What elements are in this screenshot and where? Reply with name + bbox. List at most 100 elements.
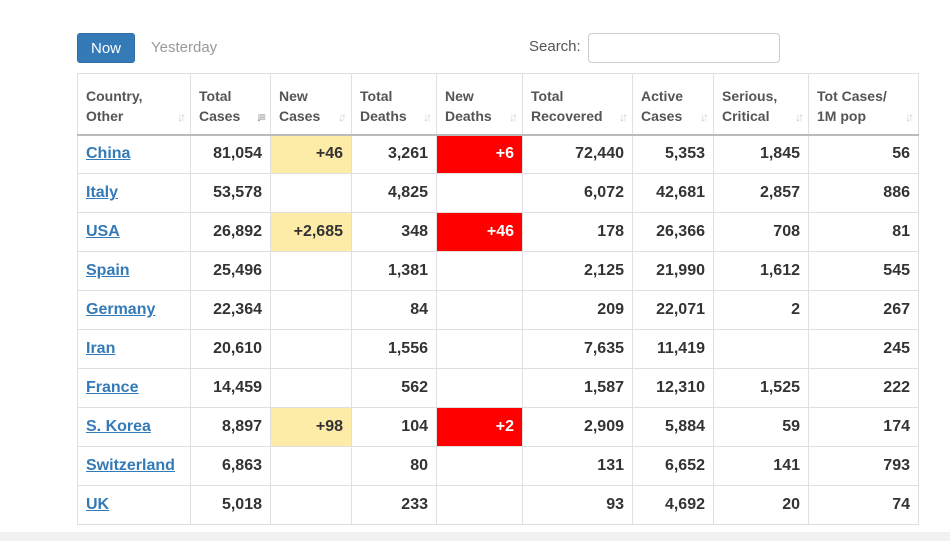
- country-link[interactable]: Italy: [86, 184, 119, 201]
- table-row: France 14,459 562 1,587 12,310 1,525 222: [77, 368, 919, 408]
- cell-total-deaths: 562: [351, 368, 437, 408]
- column-header-total-deaths[interactable]: Total Deaths ↓↑: [351, 73, 437, 136]
- cell-new-deaths: +6: [436, 134, 523, 174]
- cell-total-recovered: 2,125: [522, 251, 633, 291]
- cell-new-cases: [270, 446, 352, 486]
- cell-country: Spain: [77, 251, 191, 291]
- cell-total-deaths: 104: [351, 407, 437, 447]
- column-header-country[interactable]: Country, Other ↓↑: [77, 73, 191, 136]
- column-header-label: Cases: [279, 108, 321, 124]
- country-link[interactable]: S. Korea: [86, 418, 151, 435]
- sort-icon[interactable]: ↓↑: [423, 109, 432, 124]
- cell-total-deaths: 233: [351, 485, 437, 525]
- cell-new-deaths: [436, 251, 523, 291]
- column-header-label: Cases: [641, 108, 683, 124]
- cell-new-cases: [270, 290, 352, 330]
- cell-new-cases: +98: [270, 407, 352, 447]
- cell-new-deaths: [436, 485, 523, 525]
- cell-serious: 2: [713, 290, 809, 330]
- cell-new-cases: [270, 368, 352, 408]
- table-row: China 81,054 +46 3,261 +6 72,440 5,353 1,845 56: [77, 134, 919, 174]
- cell-total-recovered: 209: [522, 290, 633, 330]
- cell-serious: 1,525: [713, 368, 809, 408]
- cell-total-deaths: 1,556: [351, 329, 437, 369]
- cell-new-deaths: [436, 173, 523, 213]
- column-header-active-cases[interactable]: Active Cases ↓↑: [632, 73, 714, 136]
- cell-per-million: 886: [808, 173, 919, 213]
- cell-new-cases: [270, 251, 352, 291]
- country-link[interactable]: USA: [86, 223, 120, 240]
- cell-serious: 708: [713, 212, 809, 252]
- country-link[interactable]: UK: [86, 496, 110, 513]
- cell-country: China: [77, 134, 191, 174]
- horizontal-scrollbar[interactable]: [0, 532, 950, 541]
- cell-active-cases: 12,310: [632, 368, 714, 408]
- cell-total-cases: 5,018: [190, 485, 271, 525]
- cell-per-million: 74: [808, 485, 919, 525]
- table-row: Italy 53,578 4,825 6,072 42,681 2,857 886: [77, 173, 919, 213]
- cases-table: Country, Other ↓↑ Total Cases ↓≡ New Cases ↓↑ Tot…: [77, 73, 919, 525]
- table-row: UK 5,018 233 93 4,692 20 74: [77, 485, 919, 525]
- table-row: Spain 25,496 1,381 2,125 21,990 1,612 545: [77, 251, 919, 291]
- column-header-total-recovered[interactable]: Total Recovered ↓↑: [522, 73, 633, 136]
- cell-country: France: [77, 368, 191, 408]
- sort-icon[interactable]: ↓↑: [619, 109, 628, 124]
- column-header-cases-per-million[interactable]: Tot Cases/1M pop ↓↑: [808, 73, 919, 136]
- cell-active-cases: 42,681: [632, 173, 714, 213]
- cell-total-deaths: 348: [351, 212, 437, 252]
- cell-total-recovered: 93: [522, 485, 633, 525]
- cell-total-cases: 22,364: [190, 290, 271, 330]
- table-row: Switzerland 6,863 80 131 6,652 141 793: [77, 446, 919, 486]
- cell-total-cases: 6,863: [190, 446, 271, 486]
- column-header-total-cases[interactable]: Total Cases ↓≡: [190, 73, 271, 136]
- cell-active-cases: 21,990: [632, 251, 714, 291]
- cell-serious: 141: [713, 446, 809, 486]
- cell-new-cases: [270, 485, 352, 525]
- country-link[interactable]: China: [86, 145, 131, 163]
- cell-per-million: 793: [808, 446, 919, 486]
- sort-icon[interactable]: ↓↑: [177, 109, 186, 124]
- cell-active-cases: 11,419: [632, 329, 714, 369]
- cell-new-deaths: +46: [436, 212, 523, 252]
- cell-total-recovered: 72,440: [522, 134, 633, 174]
- sort-icon[interactable]: ↓↑: [338, 109, 347, 124]
- cell-country: Switzerland: [77, 446, 191, 486]
- cell-per-million: 267: [808, 290, 919, 330]
- country-link[interactable]: Germany: [86, 301, 156, 318]
- sort-icon[interactable]: ↓↑: [700, 109, 709, 124]
- cell-total-cases: 81,054: [190, 134, 271, 174]
- cell-new-cases: [270, 173, 352, 213]
- country-link[interactable]: France: [86, 379, 139, 396]
- country-link[interactable]: Spain: [86, 262, 130, 279]
- cell-total-recovered: 178: [522, 212, 633, 252]
- cell-per-million: 245: [808, 329, 919, 369]
- table-body: China 81,054 +46 3,261 +6 72,440 5,353 1,845 56 I…: [77, 134, 919, 525]
- cell-serious: 2,857: [713, 173, 809, 213]
- cell-active-cases: 4,692: [632, 485, 714, 525]
- column-header-new-deaths[interactable]: New Deaths ↓↑: [436, 73, 523, 136]
- column-header-serious-critical[interactable]: Serious, Critical ↓↑: [713, 73, 809, 136]
- sort-icon[interactable]: ↓↑: [795, 109, 804, 124]
- sort-active-icon[interactable]: ↓≡: [255, 109, 266, 124]
- column-header-label: Total: [199, 88, 232, 104]
- yesterday-button[interactable]: Yesterday: [151, 39, 218, 56]
- sort-icon[interactable]: ↓↑: [905, 109, 914, 124]
- cell-active-cases: 22,071: [632, 290, 714, 330]
- column-header-label: Recovered: [531, 108, 603, 124]
- cell-new-cases: [270, 329, 352, 369]
- cell-serious: 20: [713, 485, 809, 525]
- column-header-label: Total: [360, 88, 393, 104]
- cell-total-recovered: 7,635: [522, 329, 633, 369]
- search-input[interactable]: [588, 33, 780, 63]
- cell-new-deaths: [436, 446, 523, 486]
- cell-new-deaths: [436, 290, 523, 330]
- table-row: Germany 22,364 84 209 22,071 2 267: [77, 290, 919, 330]
- cell-active-cases: 26,366: [632, 212, 714, 252]
- sort-icon[interactable]: ↓↑: [509, 109, 518, 124]
- cell-new-deaths: [436, 368, 523, 408]
- column-header-new-cases[interactable]: New Cases ↓↑: [270, 73, 352, 136]
- cell-total-cases: 25,496: [190, 251, 271, 291]
- country-link[interactable]: Iran: [86, 340, 116, 357]
- now-button[interactable]: Now: [77, 33, 135, 63]
- country-link[interactable]: Switzerland: [86, 457, 175, 474]
